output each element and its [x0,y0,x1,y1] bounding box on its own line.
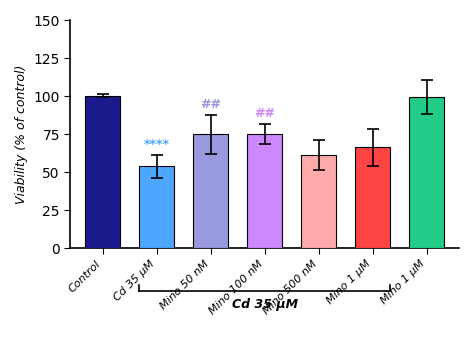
Bar [139,166,174,249]
Text: ##: ## [200,98,221,111]
Text: Cd 35 μM: Cd 35 μM [232,298,298,312]
Bar [409,97,444,249]
Bar [355,147,390,249]
Text: ##: ## [254,107,275,120]
Bar [193,135,228,249]
Bar [301,155,336,249]
Y-axis label: Viability (% of control): Viability (% of control) [15,65,28,204]
Bar [85,96,120,249]
Bar [247,134,282,249]
Text: ****: **** [144,138,170,151]
